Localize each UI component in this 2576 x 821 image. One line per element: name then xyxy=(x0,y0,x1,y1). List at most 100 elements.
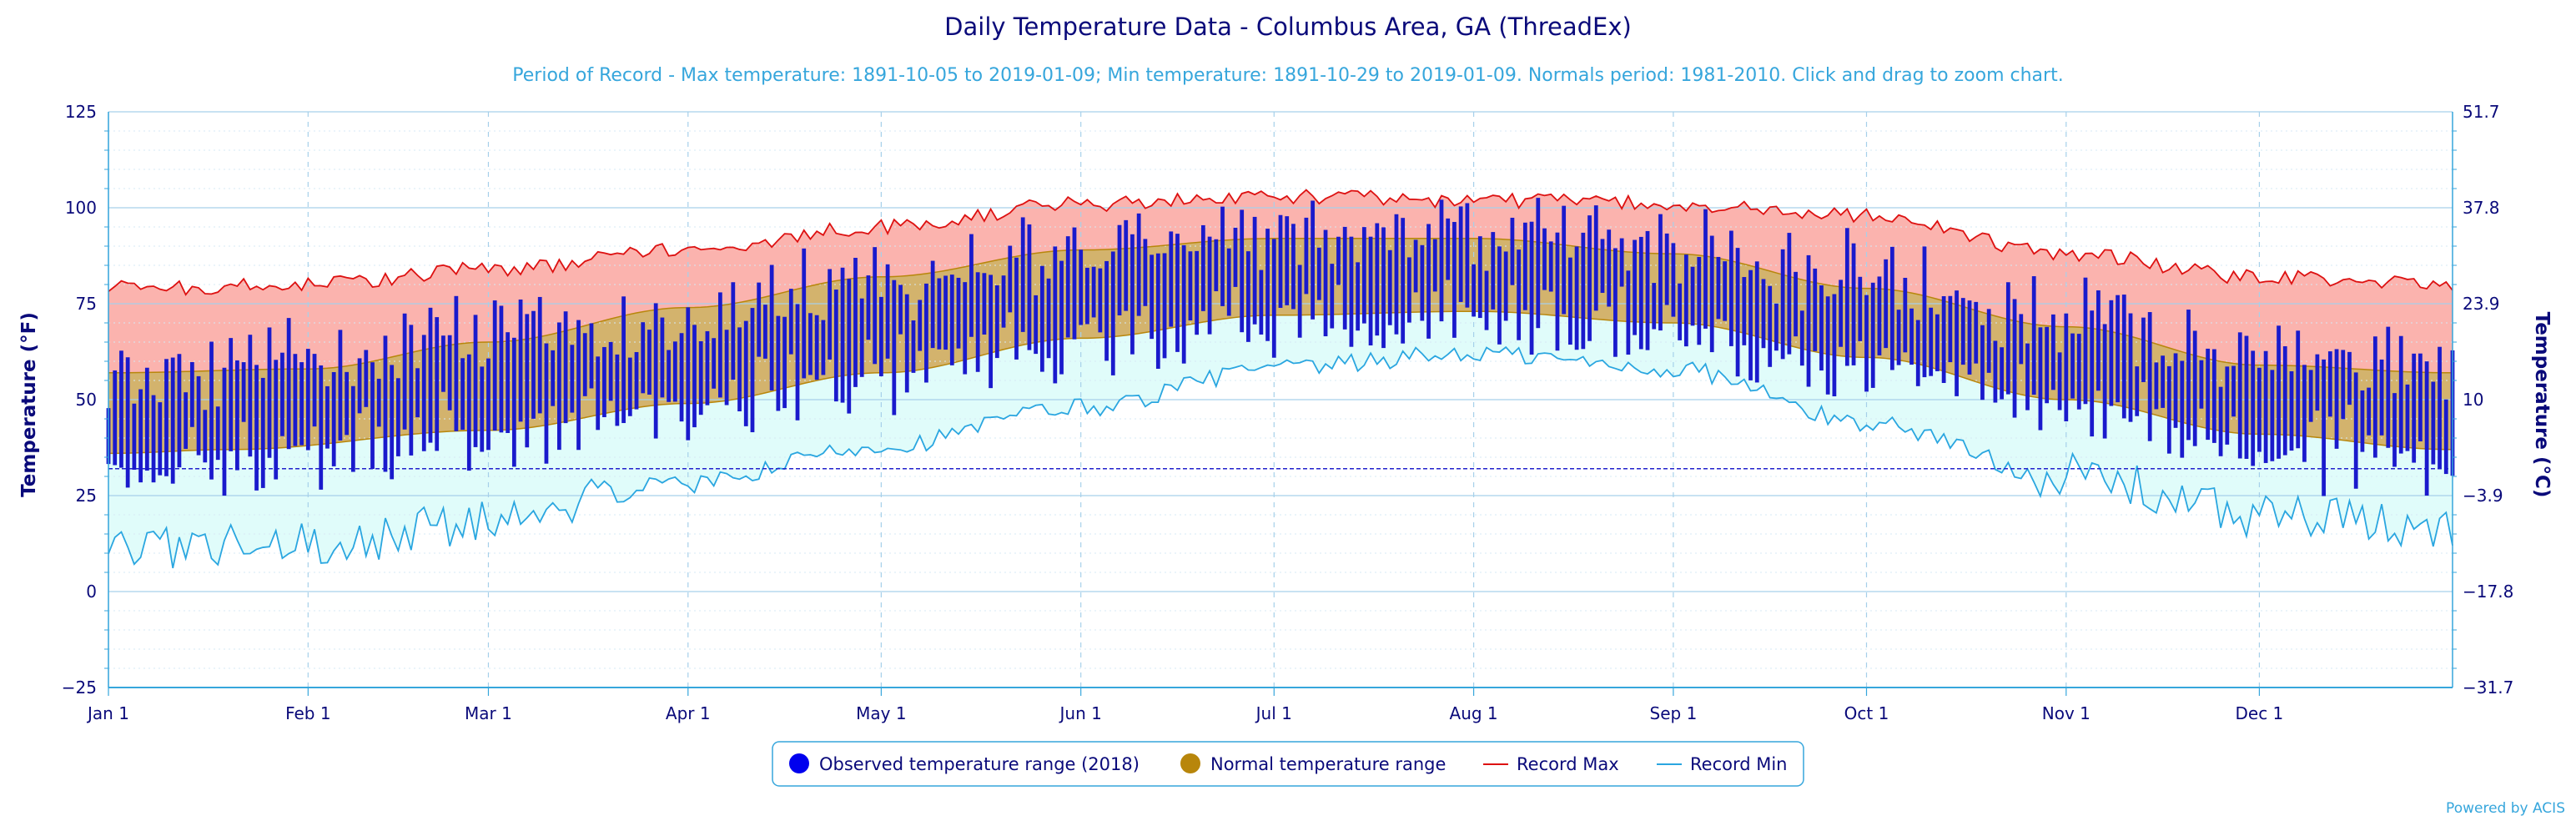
observed-range-bar[interactable] xyxy=(982,273,987,335)
observed-range-bar[interactable] xyxy=(904,294,909,393)
observed-range-bar[interactable] xyxy=(435,317,440,451)
observed-range-bar[interactable] xyxy=(319,365,324,490)
observed-range-bar[interactable] xyxy=(1960,298,1965,365)
observed-range-bar[interactable] xyxy=(911,320,916,373)
observed-range-bar[interactable] xyxy=(164,359,169,476)
observed-range-bar[interactable] xyxy=(937,278,942,350)
observed-range-bar[interactable] xyxy=(2180,360,2185,458)
observed-range-bar[interactable] xyxy=(1780,249,1785,360)
observed-range-bar[interactable] xyxy=(2005,282,2010,395)
observed-range-bar[interactable] xyxy=(621,296,626,424)
observed-range-bar[interactable] xyxy=(878,296,883,376)
observed-range-bar[interactable] xyxy=(1517,249,1522,340)
observed-range-bar[interactable] xyxy=(1252,216,1257,325)
observed-range-bar[interactable] xyxy=(1497,246,1502,345)
observed-range-bar[interactable] xyxy=(325,385,330,449)
observed-range-bar[interactable] xyxy=(2064,313,2069,421)
observed-range-bar[interactable] xyxy=(2141,317,2146,382)
observed-range-bar[interactable] xyxy=(447,335,452,410)
observed-range-bar[interactable] xyxy=(511,337,516,467)
observed-range-bar[interactable] xyxy=(1844,228,1849,366)
observed-range-bar[interactable] xyxy=(1214,239,1219,292)
observed-range-bar[interactable] xyxy=(1787,233,1792,355)
observed-range-bar[interactable] xyxy=(2109,300,2114,406)
observed-range-bar[interactable] xyxy=(1181,244,1186,364)
observed-range-bar[interactable] xyxy=(1361,227,1366,324)
observed-range-bar[interactable] xyxy=(1889,246,1894,370)
observed-range-bar[interactable] xyxy=(396,378,400,456)
observed-range-bar[interactable] xyxy=(563,311,568,424)
observed-range-bar[interactable] xyxy=(1285,216,1290,305)
observed-range-bar[interactable] xyxy=(241,362,246,422)
credit-link[interactable]: Powered by ACIS xyxy=(2446,800,2565,817)
observed-range-bar[interactable] xyxy=(2038,327,2043,431)
observed-range-bar[interactable] xyxy=(1053,246,1058,384)
observed-range-bar[interactable] xyxy=(2257,367,2262,452)
observed-range-bar[interactable] xyxy=(441,335,445,392)
observed-range-bar[interactable] xyxy=(1555,232,1560,351)
observed-range-bar[interactable] xyxy=(705,330,710,405)
observed-range-bar[interactable] xyxy=(1678,283,1683,340)
observed-range-bar[interactable] xyxy=(776,315,781,411)
observed-range-bar[interactable] xyxy=(975,272,980,372)
observed-range-bar[interactable] xyxy=(1503,251,1508,321)
observed-range-bar[interactable] xyxy=(1768,285,1773,367)
observed-range-bar[interactable] xyxy=(1683,254,1688,347)
observed-range-bar[interactable] xyxy=(602,346,606,418)
observed-range-bar[interactable] xyxy=(847,279,852,414)
observed-range-bar[interactable] xyxy=(1929,307,1934,376)
observed-range-bar[interactable] xyxy=(1356,262,1361,331)
observed-range-bar[interactable] xyxy=(1143,239,1148,306)
observed-range-bar[interactable] xyxy=(802,248,807,379)
observed-range-bar[interactable] xyxy=(1548,241,1553,292)
observed-range-bar[interactable] xyxy=(782,316,787,409)
observed-range-bar[interactable] xyxy=(1819,285,1824,371)
observed-range-bar[interactable] xyxy=(795,304,800,421)
observed-range-bar[interactable] xyxy=(1922,246,1927,378)
observed-range-bar[interactable] xyxy=(2302,365,2307,462)
observed-range-bar[interactable] xyxy=(151,395,156,483)
observed-range-bar[interactable] xyxy=(537,296,542,414)
observed-range-bar[interactable] xyxy=(1658,214,1663,331)
observed-range-bar[interactable] xyxy=(1072,227,1077,340)
observed-range-bar[interactable] xyxy=(2379,359,2384,436)
observed-range-bar[interactable] xyxy=(338,330,343,441)
observed-range-bar[interactable] xyxy=(1297,264,1302,338)
observed-range-bar[interactable] xyxy=(1001,275,1006,328)
observed-range-bar[interactable] xyxy=(1735,248,1740,377)
observed-range-bar[interactable] xyxy=(1200,224,1205,311)
observed-range-bar[interactable] xyxy=(1716,256,1721,320)
observed-range-bar[interactable] xyxy=(1446,218,1451,280)
observed-range-bar[interactable] xyxy=(473,315,478,447)
observed-range-bar[interactable] xyxy=(1619,238,1624,287)
observed-range-bar[interactable] xyxy=(2372,336,2377,458)
observed-range-bar[interactable] xyxy=(769,264,774,390)
observed-range-bar[interactable] xyxy=(1587,215,1592,341)
observed-range-bar[interactable] xyxy=(1993,340,1998,403)
observed-range-bar[interactable] xyxy=(1124,219,1129,311)
observed-range-bar[interactable] xyxy=(1458,206,1463,302)
observed-range-bar[interactable] xyxy=(1870,282,1875,388)
observed-range-bar[interactable] xyxy=(2296,330,2301,449)
observed-range-bar[interactable] xyxy=(1401,218,1406,344)
observed-range-bar[interactable] xyxy=(2263,350,2268,463)
observed-range-bar[interactable] xyxy=(260,377,265,488)
observed-range-bar[interactable] xyxy=(2405,384,2410,451)
observed-range-bar[interactable] xyxy=(667,350,672,402)
observed-range-bar[interactable] xyxy=(2367,387,2372,436)
observed-range-bar[interactable] xyxy=(717,292,722,398)
legend-item-record-min[interactable]: Record Min xyxy=(1657,754,1788,774)
observed-range-bar[interactable] xyxy=(1728,230,1733,346)
observed-range-bar[interactable] xyxy=(1613,248,1618,357)
observed-range-bar[interactable] xyxy=(409,325,414,456)
observed-range-bar[interactable] xyxy=(1059,260,1064,375)
observed-range-bar[interactable] xyxy=(203,410,208,463)
observed-range-bar[interactable] xyxy=(518,299,523,422)
observed-range-bar[interactable] xyxy=(2386,326,2391,448)
observed-range-bar[interactable] xyxy=(189,361,194,427)
observed-range-bar[interactable] xyxy=(222,367,227,496)
observed-range-bar[interactable] xyxy=(299,362,304,446)
observed-range-bar[interactable] xyxy=(486,358,491,451)
observed-range-bar[interactable] xyxy=(1034,295,1039,355)
